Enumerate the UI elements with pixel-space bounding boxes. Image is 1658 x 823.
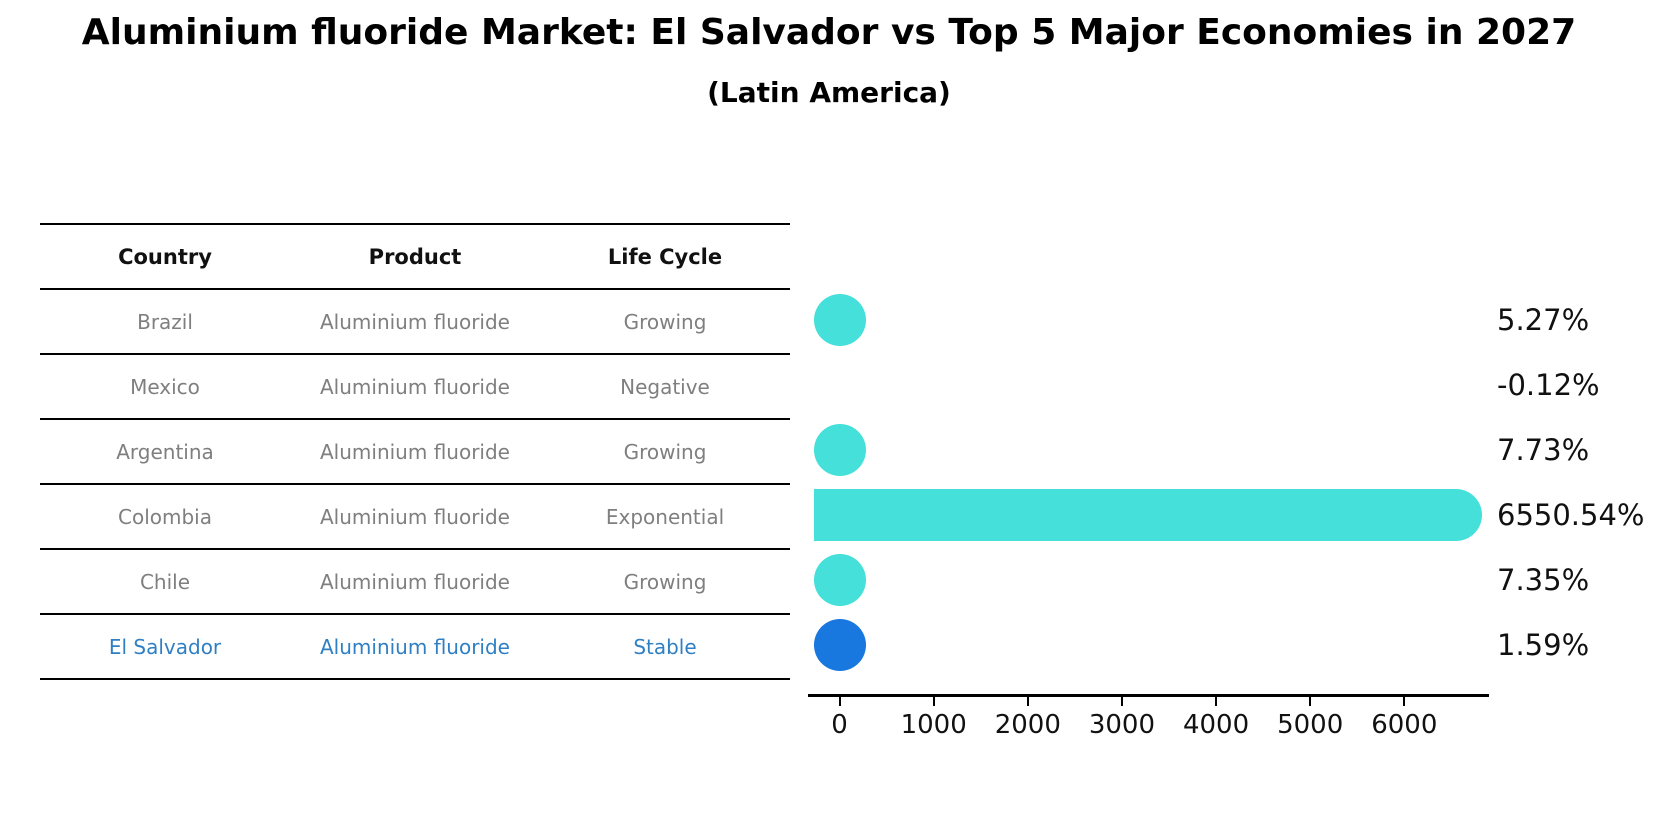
table-cell-country: Chile bbox=[139, 569, 191, 594]
table-row-chile: Chile Aluminium fluoride Growing bbox=[40, 550, 790, 615]
value-label-brazil: 5.27% bbox=[1497, 303, 1590, 337]
table-cell-life_cycle: Stable bbox=[633, 634, 697, 659]
x-axis-tick-3000 bbox=[1120, 697, 1123, 706]
bar-argentina bbox=[813, 424, 867, 476]
table-cell-product: Aluminium fluoride bbox=[320, 569, 510, 594]
table-row-brazil: Brazil Aluminium fluoride Growing bbox=[40, 290, 790, 355]
x-axis-tick-1000 bbox=[932, 697, 935, 706]
value-label-mexico: -0.12% bbox=[1497, 368, 1600, 402]
table-cell-country: Mexico bbox=[130, 374, 200, 399]
value-label-chile: 7.35% bbox=[1497, 563, 1590, 597]
x-axis-tick-label-2000: 2000 bbox=[994, 710, 1061, 740]
table-cell-country: Colombia bbox=[118, 504, 212, 529]
x-axis-tick-2000 bbox=[1026, 697, 1029, 706]
table-cell-product: Aluminium fluoride bbox=[320, 309, 510, 334]
table-cell-product: Aluminium fluoride bbox=[320, 634, 510, 659]
table-row-colombia: Colombia Aluminium fluoride Exponential bbox=[40, 485, 790, 550]
table-header-row: Country Product Life Cycle bbox=[40, 225, 790, 290]
table-cell-life_cycle: Growing bbox=[623, 439, 707, 464]
x-axis-tick-0 bbox=[838, 697, 841, 706]
table-cell-product: Aluminium fluoride bbox=[320, 374, 510, 399]
table-header-cell-life-cycle: Life Cycle bbox=[607, 244, 723, 269]
bar-colombia bbox=[813, 489, 1483, 541]
table-header-cell-country: Country bbox=[118, 244, 212, 269]
bar-el-salvador bbox=[813, 619, 866, 671]
value-label-colombia: 6550.54% bbox=[1497, 498, 1645, 532]
bar-chile bbox=[813, 554, 867, 606]
table-row-el-salvador: El Salvador Aluminium fluoride Stable bbox=[40, 615, 790, 680]
value-label-argentina: 7.73% bbox=[1497, 433, 1590, 467]
x-axis-tick-5000 bbox=[1309, 697, 1312, 706]
table-cell-product: Aluminium fluoride bbox=[320, 504, 510, 529]
chart-subtitle: (Latin America) bbox=[707, 76, 951, 109]
table-body: Brazil Aluminium fluoride Growing Mexico Alu… bbox=[40, 290, 790, 680]
x-axis-tick-6000 bbox=[1403, 697, 1406, 706]
table-header-cell-product: Product bbox=[368, 244, 462, 269]
x-axis-line bbox=[808, 694, 1489, 697]
table-cell-life_cycle: Exponential bbox=[605, 504, 725, 529]
table-cell-life_cycle: Growing bbox=[623, 309, 707, 334]
value-label-el-salvador: 1.59% bbox=[1497, 628, 1590, 662]
table-cell-country: Brazil bbox=[137, 309, 193, 334]
x-axis-tick-label-3000: 3000 bbox=[1088, 710, 1155, 740]
bar-brazil bbox=[813, 294, 867, 346]
table-cell-life_cycle: Growing bbox=[623, 569, 707, 594]
x-axis-tick-label-0: 0 bbox=[831, 710, 848, 740]
table-cell-country: Argentina bbox=[116, 439, 214, 464]
country-table: Country Product Life Cycle Brazil Aluminium… bbox=[40, 223, 790, 680]
table-row-mexico: Mexico Aluminium fluoride Negative bbox=[40, 355, 790, 420]
x-axis-tick-label-1000: 1000 bbox=[900, 710, 967, 740]
table-row-argentina: Argentina Aluminium fluoride Growing bbox=[40, 420, 790, 485]
table-cell-life_cycle: Negative bbox=[620, 374, 710, 399]
x-axis-tick-label-5000: 5000 bbox=[1277, 710, 1344, 740]
table-cell-country: El Salvador bbox=[108, 634, 222, 659]
x-axis-tick-label-4000: 4000 bbox=[1182, 710, 1250, 740]
x-axis-tick-label-6000: 6000 bbox=[1371, 710, 1438, 740]
table-cell-product: Aluminium fluoride bbox=[320, 439, 510, 464]
chart-title: Aluminium fluoride Market: El Salvador v… bbox=[81, 12, 1577, 53]
x-axis-tick-4000 bbox=[1215, 697, 1218, 706]
